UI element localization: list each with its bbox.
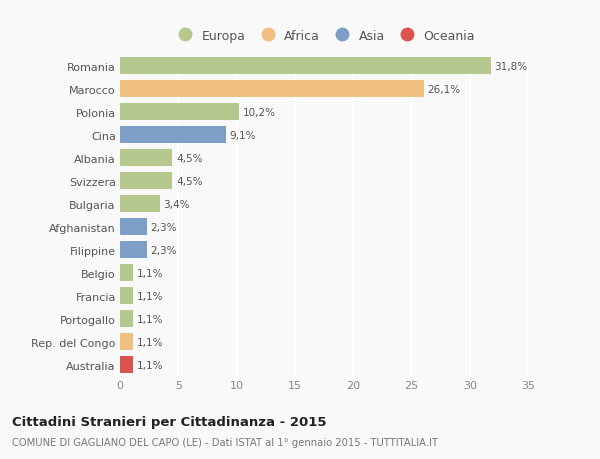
Text: 26,1%: 26,1%: [428, 84, 461, 95]
Text: 4,5%: 4,5%: [176, 176, 202, 186]
Text: 1,1%: 1,1%: [136, 268, 163, 278]
Text: 1,1%: 1,1%: [136, 291, 163, 301]
Bar: [120, 334, 133, 350]
Text: 10,2%: 10,2%: [242, 107, 275, 118]
Bar: [120, 150, 172, 167]
Text: 4,5%: 4,5%: [176, 153, 202, 163]
Text: 1,1%: 1,1%: [136, 314, 163, 324]
Text: 9,1%: 9,1%: [230, 130, 256, 140]
Text: 1,1%: 1,1%: [136, 360, 163, 370]
Text: 2,3%: 2,3%: [151, 245, 177, 255]
Legend: Europa, Africa, Asia, Oceania: Europa, Africa, Asia, Oceania: [169, 26, 479, 46]
Text: 2,3%: 2,3%: [151, 222, 177, 232]
Bar: [120, 265, 133, 281]
Bar: [120, 357, 133, 373]
Text: 1,1%: 1,1%: [136, 337, 163, 347]
Bar: [120, 104, 239, 121]
Bar: [120, 127, 226, 144]
Bar: [120, 242, 147, 258]
Text: Cittadini Stranieri per Cittadinanza - 2015: Cittadini Stranieri per Cittadinanza - 2…: [12, 415, 326, 428]
Text: 3,4%: 3,4%: [163, 199, 190, 209]
Text: COMUNE DI GAGLIANO DEL CAPO (LE) - Dati ISTAT al 1° gennaio 2015 - TUTTITALIA.IT: COMUNE DI GAGLIANO DEL CAPO (LE) - Dati …: [12, 437, 438, 447]
Bar: [120, 58, 491, 75]
Bar: [120, 311, 133, 327]
Bar: [120, 219, 147, 235]
Bar: [120, 288, 133, 304]
Text: 31,8%: 31,8%: [494, 62, 527, 72]
Bar: [120, 196, 160, 213]
Bar: [120, 173, 172, 190]
Bar: [120, 81, 424, 98]
